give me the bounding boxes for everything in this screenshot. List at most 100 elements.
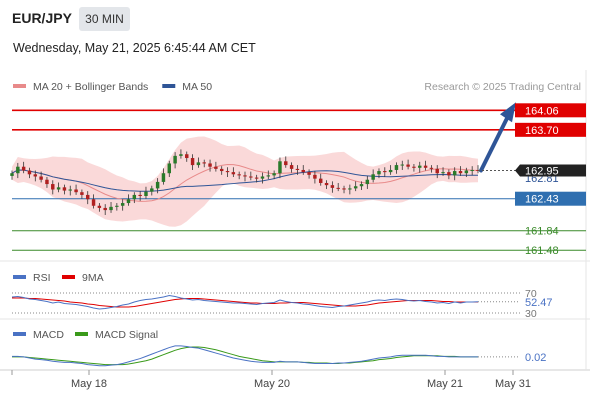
candle-body [249, 176, 253, 178]
candle-body [243, 175, 247, 177]
candle-body [377, 171, 381, 175]
legend-swatch [162, 84, 176, 88]
candle-body [74, 189, 78, 193]
chart-datetime: Wednesday, May 21, 2025 6:45:44 AM CET [13, 41, 256, 55]
candle-body [313, 174, 317, 179]
candle-body [301, 169, 305, 173]
candle-body [190, 158, 195, 166]
candle-body [371, 174, 375, 180]
candle-body [260, 176, 265, 179]
candle-body [219, 168, 224, 172]
symbol-title: EUR/JPY [12, 10, 72, 26]
legend-label: MACD Signal [95, 329, 158, 341]
candle-body [237, 174, 241, 176]
candle-body [272, 173, 276, 176]
candle-body [185, 154, 189, 159]
legend-label: MACD [33, 329, 64, 341]
candle-body [103, 207, 107, 211]
legend-label: MA 50 [182, 81, 212, 93]
legend-swatch [13, 84, 26, 88]
candle-body [138, 194, 142, 196]
price-label: 163.70 [525, 125, 559, 137]
candle-body [394, 165, 399, 170]
candle-body [173, 155, 177, 164]
rsi-last-value: 52.47 [525, 297, 553, 309]
candle-body [115, 205, 119, 207]
candle-body [214, 166, 218, 169]
price-label-box [515, 122, 586, 137]
last-price-label: 162.95 [525, 166, 559, 178]
macd-line [12, 345, 478, 367]
candle-body [447, 172, 451, 176]
candle-body [45, 179, 49, 185]
candle-body [68, 189, 72, 191]
candle-body [91, 199, 96, 206]
candle-body [295, 168, 300, 170]
candle-body [289, 165, 294, 169]
candle-body [21, 166, 26, 171]
candle-body [330, 185, 335, 188]
bollinger-band [12, 136, 478, 227]
legend-swatch [62, 275, 75, 279]
candle-body [452, 171, 457, 176]
ma20-line [11, 164, 479, 202]
price-label: 162.43 [525, 194, 559, 206]
candle-body [33, 174, 38, 177]
candle-body [406, 164, 410, 167]
rsi-level-label: 30 [525, 308, 537, 320]
x-tick-label: May 18 [71, 378, 107, 390]
candle-body [458, 171, 463, 174]
candle-body [150, 188, 154, 192]
price-label-box [515, 191, 586, 206]
candle-body [161, 173, 166, 182]
candle-body [126, 199, 131, 204]
candle-body [418, 165, 422, 168]
timeframe-badge[interactable]: 30 MIN [79, 7, 130, 31]
candle-body [278, 161, 282, 174]
projection-arrow [479, 114, 510, 173]
x-tick-label: May 20 [254, 378, 290, 390]
candle-body [254, 177, 259, 179]
candle-body [318, 178, 323, 183]
candle-body [27, 170, 32, 175]
legend-swatch [13, 275, 26, 279]
x-tick-label: May 21 [427, 378, 463, 390]
chart-header: EUR/JPY 30 MIN Wednesday, May 21, 2025 6… [0, 0, 590, 72]
price-label-box [515, 103, 586, 118]
candle-body [120, 203, 125, 206]
candle-body [342, 188, 346, 190]
candle-body [39, 176, 43, 180]
candle-body [353, 186, 358, 189]
candle-body [144, 191, 148, 196]
candle-body [266, 175, 271, 177]
candle-body [324, 182, 329, 186]
candle-body [56, 187, 61, 190]
rsi-ma9-line [12, 297, 478, 308]
candle-body [132, 194, 137, 200]
last-price-box [515, 164, 586, 177]
legend-label: 9MA [82, 272, 104, 284]
x-tick-label: May 31 [495, 378, 531, 390]
candle-body [16, 166, 20, 174]
candle-body [400, 164, 405, 166]
legend-label: RSI [33, 272, 51, 284]
candle-body [109, 206, 113, 211]
legend-swatch [75, 332, 88, 336]
candle-body [196, 162, 201, 166]
candle-body [62, 187, 67, 191]
candle-body [441, 172, 445, 174]
candle-body [348, 188, 352, 190]
price-label: 164.06 [525, 105, 559, 117]
macd-last-value: 0.02 [525, 352, 546, 364]
candle-body [388, 169, 393, 173]
candle-body [51, 184, 55, 190]
projection-arrowhead [500, 102, 516, 123]
candle-body [202, 162, 206, 164]
candle-body [225, 171, 230, 173]
candle-body [336, 187, 340, 189]
candle-body [155, 181, 160, 189]
candle-body [85, 194, 90, 200]
candle-body [167, 163, 172, 174]
candle-body [307, 172, 311, 175]
